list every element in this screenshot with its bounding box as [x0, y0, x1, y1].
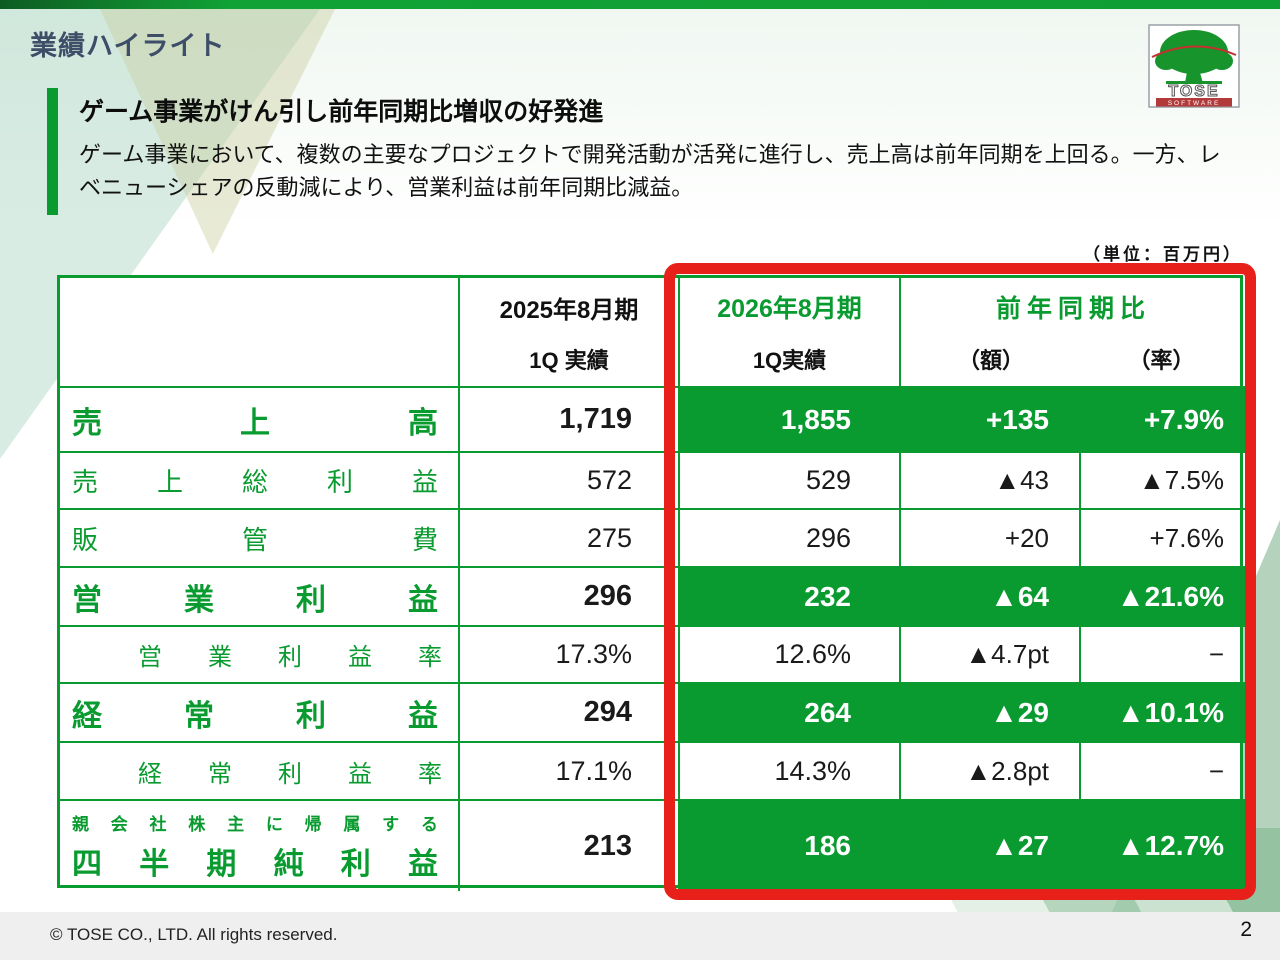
tose-logo: TOSE SOFTWARE: [1148, 24, 1240, 108]
yoy-amount-value: ▲2.8pt: [901, 743, 1081, 801]
curr-value: 296: [680, 510, 901, 568]
logo-company-text: TOSE: [1168, 83, 1219, 100]
page-title: 業績ハイライト: [30, 31, 226, 61]
header-curr-period: 2026年8月期 1Q実績: [680, 278, 901, 388]
yoy-amount-value: ▲4.7pt: [901, 627, 1081, 684]
row-label: 経常利益率: [60, 743, 460, 801]
curr-value: 186: [680, 801, 901, 891]
logo-red-arc: [1151, 45, 1237, 58]
curr-value: 12.6%: [680, 627, 901, 684]
yoy-rate-value: +7.9%: [1081, 388, 1246, 453]
row-label: 販管費: [60, 510, 460, 568]
header-yoy: 前年同期比 （額） （率）: [901, 278, 1246, 388]
yoy-title: 前年同期比: [995, 295, 1151, 323]
yoy-rate-value: ▲7.5%: [1081, 453, 1246, 510]
headline-body: ゲーム事業において、複数の主要なプロジェクトで開発活動が活発に進行し、売上高は前…: [79, 142, 1221, 200]
logo-band: [1156, 98, 1232, 107]
row-label: 経常利益: [60, 684, 460, 743]
prev-value: 17.1%: [460, 743, 680, 801]
yoy-rate-value: −: [1081, 627, 1246, 684]
headline-accent-bar: [47, 88, 58, 215]
prev-period-sub: 1Q 実績: [529, 347, 609, 373]
row-label: 売上総利益: [60, 453, 460, 510]
row-label: 営業利益: [60, 568, 460, 627]
headline-title: ゲーム事業がけん引し前年同期比増収の好発進: [79, 98, 604, 126]
curr-value: 232: [680, 568, 901, 627]
row-label: 親会社株主に帰属する四半期純利益: [60, 801, 460, 891]
footer-strip: [0, 912, 1280, 960]
curr-value: 14.3%: [680, 743, 901, 801]
yoy-rate-value: −: [1081, 743, 1246, 801]
header-empty-cell: [60, 278, 460, 388]
yoy-amount-value: +135: [901, 388, 1081, 453]
tree-icon: [1155, 30, 1233, 84]
prev-value: 294: [460, 684, 680, 743]
prev-value: 17.3%: [460, 627, 680, 684]
yoy-amount-value: ▲64: [901, 568, 1081, 627]
row-label-note: 親会社株主に帰属する: [72, 814, 438, 834]
yoy-amount-value: +20: [901, 510, 1081, 568]
curr-value: 529: [680, 453, 901, 510]
curr-period-sub: 1Q実績: [752, 348, 827, 373]
footer-copyright: © TOSE CO., LTD. All rights reserved.: [50, 925, 338, 944]
prev-period-label: 2025年8月期: [499, 296, 639, 324]
prev-value: 572: [460, 453, 680, 510]
yoy-rate-value: +7.6%: [1081, 510, 1246, 568]
yoy-rate-label: （率）: [1128, 348, 1195, 373]
yoy-amount-value: ▲29: [901, 684, 1081, 743]
prev-value: 296: [460, 568, 680, 627]
page-number: 2: [1240, 918, 1252, 941]
yoy-amount-value: ▲43: [901, 453, 1081, 510]
prev-value: 1,719: [460, 388, 680, 453]
unit-note: （単位：百万円）: [1083, 245, 1243, 264]
yoy-rate-value: ▲12.7%: [1081, 801, 1246, 891]
yoy-amount-label: （額）: [957, 348, 1024, 373]
financial-results-table: 2025年8月期 1Q 実績 2026年8月期 1Q実績 前年同期比 （額） （…: [57, 275, 1246, 891]
top-accent-bar: [0, 0, 1280, 9]
yoy-rate-value: ▲10.1%: [1081, 684, 1246, 743]
curr-period-label: 2026年8月期: [717, 295, 862, 323]
header-prev-period: 2025年8月期 1Q 実績: [460, 278, 680, 388]
row-label: 営業利益率: [60, 627, 460, 684]
yoy-rate-value: ▲21.6%: [1081, 568, 1246, 627]
prev-value: 213: [460, 801, 680, 891]
background-tint: [0, 9, 1280, 229]
curr-value: 1,855: [680, 388, 901, 453]
curr-value: 264: [680, 684, 901, 743]
row-label: 売上高: [60, 388, 460, 453]
yoy-amount-value: ▲27: [901, 801, 1081, 891]
prev-value: 275: [460, 510, 680, 568]
logo-subtitle-text: SOFTWARE: [1168, 100, 1221, 107]
